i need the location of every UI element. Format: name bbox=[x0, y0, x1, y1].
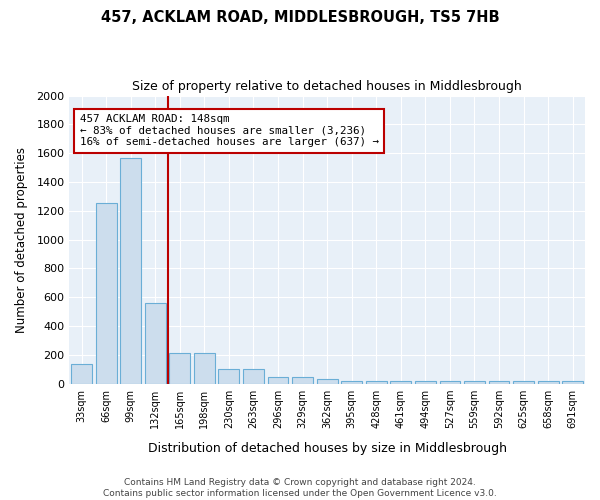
Y-axis label: Number of detached properties: Number of detached properties bbox=[15, 146, 28, 332]
Bar bbox=[317, 380, 338, 384]
Bar bbox=[341, 381, 362, 384]
Bar bbox=[440, 381, 460, 384]
Bar bbox=[218, 370, 239, 384]
Bar bbox=[194, 353, 215, 384]
Bar bbox=[464, 381, 485, 384]
Bar bbox=[96, 203, 116, 384]
Text: 457, ACKLAM ROAD, MIDDLESBROUGH, TS5 7HB: 457, ACKLAM ROAD, MIDDLESBROUGH, TS5 7HB bbox=[101, 10, 499, 25]
Bar bbox=[71, 364, 92, 384]
Title: Size of property relative to detached houses in Middlesbrough: Size of property relative to detached ho… bbox=[132, 80, 522, 93]
Bar bbox=[268, 376, 289, 384]
Bar bbox=[513, 381, 534, 384]
Text: Contains HM Land Registry data © Crown copyright and database right 2024.
Contai: Contains HM Land Registry data © Crown c… bbox=[103, 478, 497, 498]
Bar bbox=[243, 370, 264, 384]
Bar bbox=[120, 158, 141, 384]
Bar bbox=[488, 381, 509, 384]
Bar bbox=[366, 381, 387, 384]
Bar bbox=[415, 381, 436, 384]
Text: 457 ACKLAM ROAD: 148sqm
← 83% of detached houses are smaller (3,236)
16% of semi: 457 ACKLAM ROAD: 148sqm ← 83% of detache… bbox=[80, 114, 379, 148]
Bar bbox=[292, 376, 313, 384]
Bar bbox=[562, 381, 583, 384]
X-axis label: Distribution of detached houses by size in Middlesbrough: Distribution of detached houses by size … bbox=[148, 442, 506, 455]
Bar bbox=[145, 303, 166, 384]
Bar bbox=[169, 353, 190, 384]
Bar bbox=[391, 381, 411, 384]
Bar bbox=[538, 381, 559, 384]
